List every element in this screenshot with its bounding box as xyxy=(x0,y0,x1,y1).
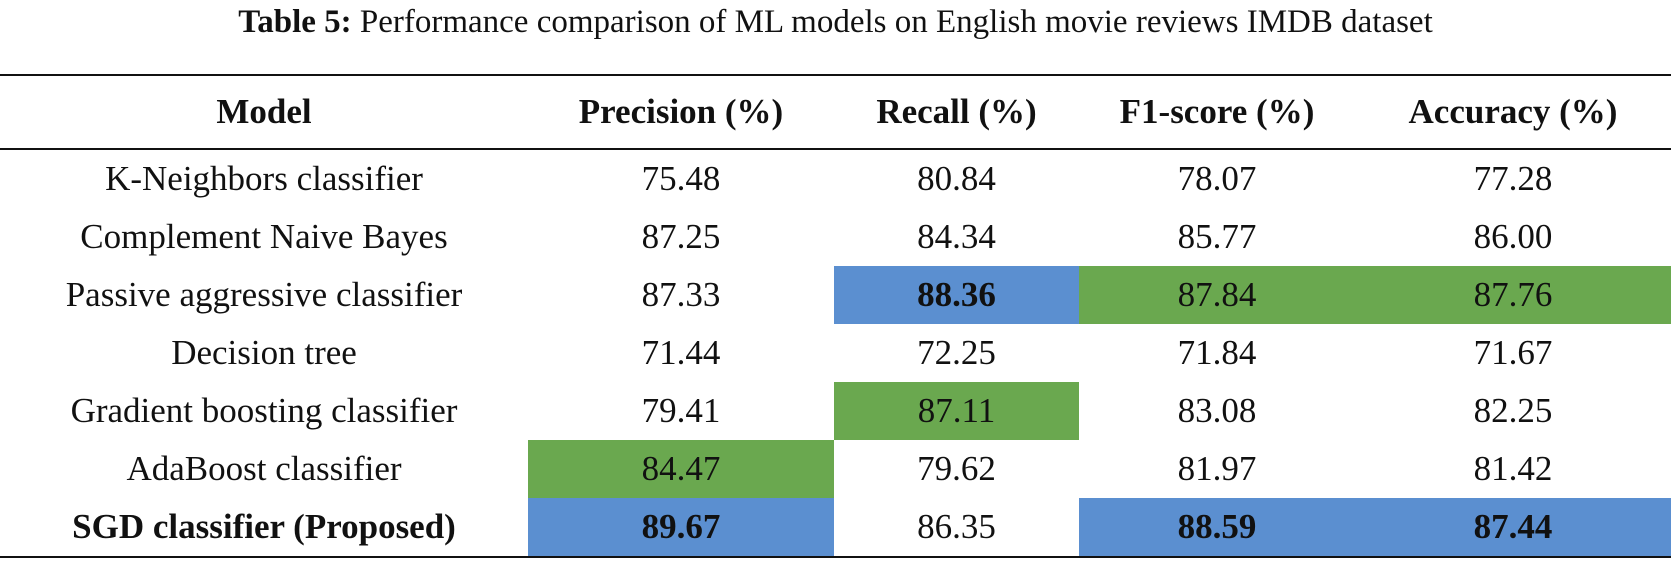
recall-cell-second: 87.11 xyxy=(834,382,1079,440)
recall-cell-best: 88.36 xyxy=(834,266,1079,324)
precision-cell: 75.48 xyxy=(641,159,721,198)
table-row: Decision tree 71.44 72.25 71.84 71.67 xyxy=(0,324,1671,382)
header-f1-score: F1-score (%) xyxy=(1119,92,1315,131)
model-cell: Passive aggressive classifier xyxy=(65,275,463,314)
model-cell: K-Neighbors classifier xyxy=(105,159,423,198)
recall-cell: 84.34 xyxy=(917,217,996,256)
recall-cell: 80.84 xyxy=(917,159,996,198)
header-row: Model Precision (%) Recall (%) F1-score … xyxy=(0,75,1671,149)
accuracy-cell: 86.00 xyxy=(1473,217,1553,256)
header-accuracy: Accuracy (%) xyxy=(1408,92,1618,131)
table-row: Gradient boosting classifier 79.41 87.11… xyxy=(0,382,1671,440)
accuracy-cell: 71.67 xyxy=(1473,333,1553,372)
performance-table: Model Precision (%) Recall (%) F1-score … xyxy=(0,74,1671,558)
accuracy-cell: 82.25 xyxy=(1473,391,1553,430)
caption-text: Performance comparison of ML models on E… xyxy=(359,4,1433,40)
model-cell: Gradient boosting classifier xyxy=(70,391,458,430)
f1-cell: 83.08 xyxy=(1177,391,1257,430)
caption-label: Table 5: xyxy=(238,4,352,40)
header-model: Model xyxy=(216,92,312,131)
accuracy-cell: 77.28 xyxy=(1473,159,1553,198)
table-row: AdaBoost classifier 84.47 79.62 81.97 81… xyxy=(0,440,1671,498)
model-cell: Complement Naive Bayes xyxy=(80,217,448,256)
table-row-proposed: SGD classifier (Proposed) 89.67 86.35 88… xyxy=(0,498,1671,557)
f1-cell: 81.97 xyxy=(1177,449,1257,488)
accuracy-cell: 81.42 xyxy=(1473,449,1553,488)
precision-cell: 79.41 xyxy=(641,391,721,430)
table-row: K-Neighbors classifier 75.48 80.84 78.07… xyxy=(0,149,1671,208)
accuracy-cell-best: 87.44 xyxy=(1355,498,1671,557)
recall-cell: 86.35 xyxy=(917,507,996,546)
model-cell: AdaBoost classifier xyxy=(126,449,402,488)
table-row: Complement Naive Bayes 87.25 84.34 85.77… xyxy=(0,208,1671,266)
f1-cell: 85.77 xyxy=(1177,217,1257,256)
f1-cell-second: 87.84 xyxy=(1079,266,1355,324)
accuracy-cell-second: 87.76 xyxy=(1355,266,1671,324)
model-cell-proposed: SGD classifier (Proposed) xyxy=(72,507,456,546)
f1-cell: 78.07 xyxy=(1177,159,1257,198)
f1-cell-best: 88.59 xyxy=(1079,498,1355,557)
precision-cell: 71.44 xyxy=(641,333,721,372)
model-cell: Decision tree xyxy=(171,333,357,372)
precision-cell-best: 89.67 xyxy=(528,498,834,557)
table-row: Passive aggressive classifier 87.33 88.3… xyxy=(0,266,1671,324)
precision-cell: 87.25 xyxy=(641,217,721,256)
recall-cell: 72.25 xyxy=(917,333,996,372)
header-precision: Precision (%) xyxy=(578,92,784,131)
table-caption: Table 5: Performance comparison of ML mo… xyxy=(0,2,1671,42)
f1-cell: 71.84 xyxy=(1177,333,1257,372)
recall-cell: 79.62 xyxy=(917,449,996,488)
precision-cell: 87.33 xyxy=(641,275,721,314)
header-recall: Recall (%) xyxy=(876,92,1037,131)
precision-cell-second: 84.47 xyxy=(528,440,834,498)
